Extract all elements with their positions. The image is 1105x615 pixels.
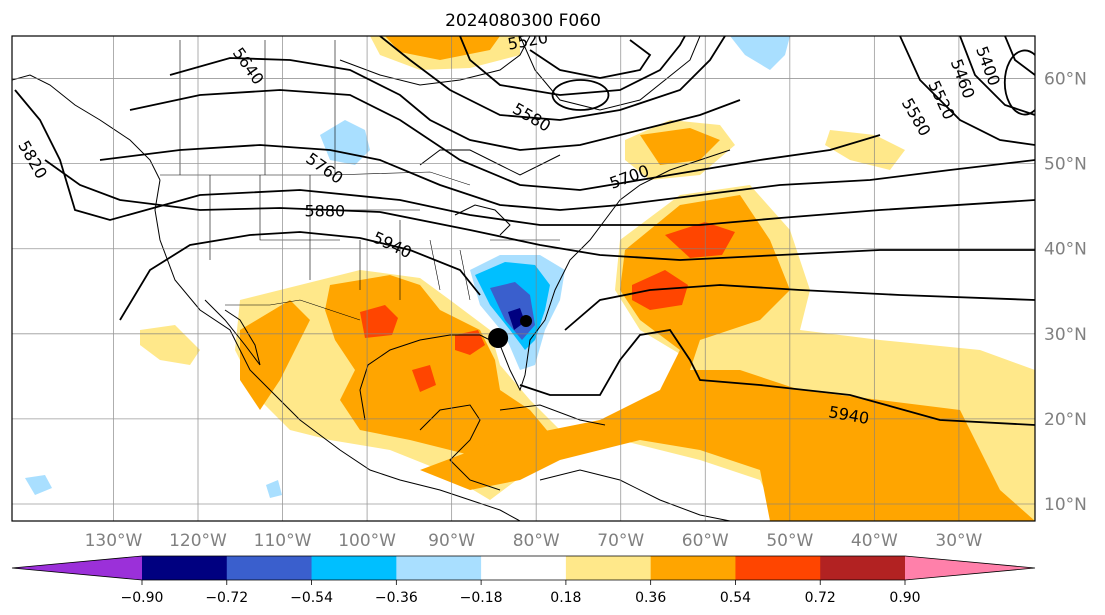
- colorbar-extend-low: [12, 556, 142, 580]
- anomaly-fill-red-gulf: [412, 365, 436, 392]
- colorbar-segment: [820, 556, 906, 580]
- lat-tick-label: 60°N: [1044, 70, 1087, 90]
- height-contour-layer: [14, 36, 1035, 426]
- lon-tick-label: 120°W: [169, 531, 227, 551]
- longitude-tick-labels: 130°W 120°W 110°W 100°W 90°W 80°W 70°W 60°W 50°W…: [85, 531, 983, 551]
- anomaly-fill-orange-north: [385, 36, 500, 60]
- anomaly-fill-orange-labrador: [640, 128, 720, 165]
- colorbar-tick-label: −0.18: [460, 590, 503, 606]
- contour-5640: [169, 57, 741, 151]
- colorbar-segment: [311, 556, 397, 580]
- anomaly-fill-orange-atlantic: [420, 195, 1035, 521]
- contour-5520: [459, 36, 686, 96]
- contour-5700: [129, 89, 881, 191]
- anomaly-fill-yellow-mexico: [140, 325, 200, 365]
- contour-5580: [379, 36, 726, 121]
- contour-ne-3: [1004, 36, 1035, 76]
- lat-tick-label: 50°N: [1044, 155, 1087, 175]
- contour-ne-1: [899, 36, 1035, 146]
- lon-tick-label: 80°W: [513, 531, 560, 551]
- anomaly-fill-lightblue-greenland: [730, 36, 790, 70]
- anomaly-fill-orange-west: [240, 300, 310, 410]
- border-us-canada: [160, 171, 471, 186]
- lat-tick-label: 20°N: [1044, 410, 1087, 430]
- contour-label: 5880: [304, 201, 345, 220]
- storm-center-marker: [488, 328, 509, 349]
- lon-tick-label: 50°W: [766, 531, 813, 551]
- anomaly-fill-navy-georgia: [508, 308, 525, 330]
- coastline-arctic: [339, 36, 531, 86]
- colorbar-segment: [565, 556, 652, 580]
- border-layer: [160, 40, 560, 321]
- anomaly-fill-lightblue-mexico: [266, 480, 282, 498]
- anomaly-fill-lightblue-pacific: [25, 475, 52, 495]
- anomaly-fill-yellow-east: [825, 130, 905, 170]
- contour-5940-south: [519, 329, 1035, 426]
- lon-tick-label: 30°W: [935, 531, 982, 551]
- contour-label-text: 5880: [304, 201, 345, 220]
- colorbar: −0.90 −0.72 −0.54 −0.36 −0.18 0.18 0.36 0.54 0.7…: [11, 555, 1036, 606]
- colorbar-segment: [650, 556, 736, 580]
- coastline-cuba: [499, 404, 606, 426]
- marker-layer: [488, 315, 533, 349]
- lon-tick-label: 40°W: [851, 531, 898, 551]
- colorbar-segment: [226, 556, 313, 580]
- anomaly-fill-red-texas: [360, 305, 398, 338]
- coastline-hudson: [419, 149, 561, 176]
- colorbar-tick-label: 0.36: [635, 590, 666, 606]
- colorbar-tick-label: −0.36: [375, 590, 418, 606]
- map-area: 5820564057605880594055805700552059405400…: [12, 36, 1035, 521]
- contour-5460-low: [529, 39, 652, 79]
- coastline-alaska: [12, 74, 161, 181]
- coastline-baja: [204, 299, 261, 366]
- graticule-meridians: [113, 36, 960, 521]
- coastline-lakes: [454, 204, 511, 236]
- colorbar-tick-label: −0.90: [121, 590, 164, 606]
- colorbar-tick-label: 0.18: [550, 590, 581, 606]
- map-title: 2024080300 F060: [445, 11, 601, 31]
- contour-5760: [99, 144, 1035, 211]
- coastline-yucatan: [419, 404, 501, 491]
- lon-tick-label: 90°W: [428, 531, 475, 551]
- contour-5880: [44, 159, 1035, 261]
- lon-tick-label: 110°W: [254, 531, 312, 551]
- lon-tick-label: 130°W: [85, 531, 143, 551]
- contour-ne-2: [959, 36, 1035, 116]
- contour-5940-atlantic: [564, 284, 1035, 331]
- colorbar-tick-label: −0.72: [205, 590, 248, 606]
- colorbar-tick-label: −0.54: [290, 590, 333, 606]
- colorbar-segment: [735, 556, 821, 580]
- colorbar-tick-label: 0.54: [720, 590, 751, 606]
- contour-ne-low: [1003, 49, 1035, 116]
- lat-tick-label: 30°N: [1044, 325, 1087, 345]
- lon-tick-label: 60°W: [682, 531, 729, 551]
- colorbar-segment: [142, 556, 228, 580]
- border-canada: [179, 40, 336, 175]
- lat-tick-label: 10°N: [1044, 495, 1087, 515]
- contour-ring: [551, 79, 610, 111]
- colorbar-tick-label: 0.72: [805, 590, 836, 606]
- contour-5940-ridge: [119, 231, 481, 321]
- lon-tick-label: 70°W: [597, 531, 644, 551]
- map-frame: [11, 35, 1036, 522]
- colorbar-tick-label: 0.90: [889, 590, 920, 606]
- minimum-marker: [520, 315, 533, 328]
- border-us-mexico: [225, 299, 361, 321]
- latitude-tick-labels: 10°N 20°N 30°N 40°N 50°N 60°N: [1044, 70, 1087, 515]
- contour-5820: [14, 89, 1035, 226]
- anomaly-fill-lightblue-canada: [320, 120, 370, 165]
- colorbar-segment: [481, 556, 567, 580]
- colorbar-extend-high: [905, 556, 1035, 580]
- lat-tick-label: 40°N: [1044, 240, 1087, 260]
- lon-tick-label: 100°W: [338, 531, 396, 551]
- graticule-layer: [12, 36, 1035, 521]
- graticule-parallels: [12, 78, 1035, 505]
- colorbar-segment: [396, 556, 482, 580]
- coastline-greenland: [519, 36, 701, 111]
- coastline-gulf: [359, 149, 731, 421]
- anomaly-fill-red-nefl: [455, 330, 485, 355]
